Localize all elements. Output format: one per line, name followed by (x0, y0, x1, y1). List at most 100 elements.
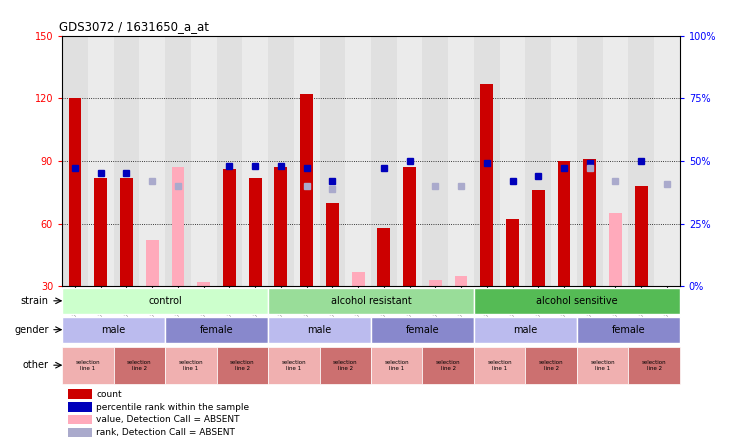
Bar (88, 36, 113, 286)
Bar (68, 389, 92, 399)
Bar (94, 178, 107, 286)
Bar (68, 415, 92, 424)
Bar (62, 36, 88, 286)
FancyBboxPatch shape (113, 347, 165, 384)
Text: selection
line 2: selection line 2 (436, 360, 461, 371)
FancyBboxPatch shape (268, 289, 474, 314)
Text: female: female (200, 325, 233, 335)
Bar (455, 276, 468, 286)
Text: selection
line 2: selection line 2 (230, 360, 254, 371)
Bar (506, 219, 519, 286)
Bar (223, 169, 236, 286)
FancyBboxPatch shape (62, 317, 165, 343)
Bar (429, 280, 442, 286)
Bar (172, 167, 184, 286)
Bar (602, 36, 629, 286)
Bar (480, 83, 493, 286)
FancyBboxPatch shape (268, 347, 319, 384)
Text: count: count (96, 390, 122, 399)
Bar (423, 36, 448, 286)
Bar (635, 186, 648, 286)
FancyBboxPatch shape (423, 347, 474, 384)
Bar (551, 36, 577, 286)
Bar (371, 36, 397, 286)
Bar (326, 203, 338, 286)
FancyBboxPatch shape (474, 347, 526, 384)
Text: male: male (307, 325, 332, 335)
Bar (577, 36, 602, 286)
Text: female: female (406, 325, 439, 335)
Bar (120, 178, 133, 286)
Bar (629, 36, 654, 286)
Text: male: male (513, 325, 537, 335)
Text: other: other (23, 360, 48, 370)
Bar (165, 36, 191, 286)
Bar (609, 213, 622, 286)
Bar (140, 36, 165, 286)
Text: female: female (612, 325, 645, 335)
Bar (294, 36, 319, 286)
Bar (448, 36, 474, 286)
FancyBboxPatch shape (216, 347, 268, 384)
Text: percentile rank within the sample: percentile rank within the sample (96, 403, 249, 412)
FancyBboxPatch shape (371, 317, 474, 343)
FancyBboxPatch shape (474, 289, 680, 314)
FancyBboxPatch shape (629, 347, 680, 384)
Bar (249, 178, 262, 286)
Bar (654, 36, 680, 286)
FancyBboxPatch shape (62, 289, 268, 314)
Bar (377, 228, 390, 286)
FancyBboxPatch shape (319, 347, 371, 384)
FancyBboxPatch shape (577, 347, 629, 384)
Text: GDS3072 / 1631650_a_at: GDS3072 / 1631650_a_at (59, 20, 209, 33)
FancyBboxPatch shape (62, 347, 113, 384)
Bar (532, 190, 545, 286)
Text: selection
line 1: selection line 1 (178, 360, 203, 371)
Bar (274, 167, 287, 286)
Bar (113, 36, 140, 286)
Text: value, Detection Call = ABSENT: value, Detection Call = ABSENT (96, 416, 240, 424)
Bar (526, 36, 551, 286)
Text: selection
line 1: selection line 1 (591, 360, 615, 371)
Text: male: male (102, 325, 126, 335)
FancyBboxPatch shape (268, 317, 371, 343)
Bar (352, 272, 365, 286)
Bar (69, 98, 81, 286)
Bar (397, 36, 423, 286)
Text: alcohol sensitive: alcohol sensitive (536, 296, 618, 306)
Text: alcohol resistant: alcohol resistant (330, 296, 412, 306)
Bar (474, 36, 500, 286)
Text: selection
line 1: selection line 1 (385, 360, 409, 371)
Text: selection
line 1: selection line 1 (75, 360, 100, 371)
Bar (345, 36, 371, 286)
Text: selection
line 2: selection line 2 (642, 360, 667, 371)
Text: strain: strain (20, 296, 48, 306)
FancyBboxPatch shape (165, 347, 216, 384)
FancyBboxPatch shape (526, 347, 577, 384)
Bar (242, 36, 268, 286)
Text: gender: gender (14, 325, 48, 335)
Bar (68, 428, 92, 437)
FancyBboxPatch shape (577, 317, 680, 343)
Text: rank, Detection Call = ABSENT: rank, Detection Call = ABSENT (96, 428, 235, 437)
Bar (197, 282, 210, 286)
FancyBboxPatch shape (371, 347, 423, 384)
Bar (583, 159, 596, 286)
FancyBboxPatch shape (165, 317, 268, 343)
Bar (68, 402, 92, 412)
Bar (300, 94, 313, 286)
Bar (404, 167, 416, 286)
Bar (558, 161, 570, 286)
Text: selection
line 2: selection line 2 (333, 360, 357, 371)
Bar (145, 240, 159, 286)
Text: selection
line 2: selection line 2 (127, 360, 151, 371)
Text: selection
line 1: selection line 1 (488, 360, 512, 371)
Bar (268, 36, 294, 286)
Bar (319, 36, 345, 286)
Text: selection
line 2: selection line 2 (539, 360, 564, 371)
FancyBboxPatch shape (474, 317, 577, 343)
Text: selection
line 1: selection line 1 (281, 360, 306, 371)
Text: control: control (148, 296, 182, 306)
Bar (500, 36, 526, 286)
Bar (216, 36, 242, 286)
